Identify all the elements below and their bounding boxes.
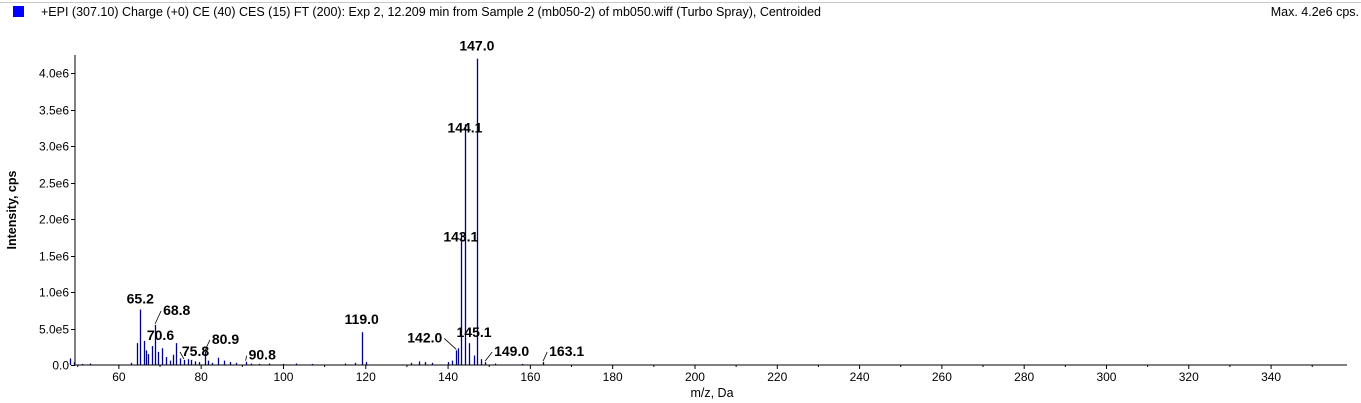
peak-label-leader bbox=[542, 351, 548, 362]
top-border bbox=[0, 2, 1361, 3]
x-tick-label: 160 bbox=[520, 370, 540, 384]
spectrum-title: +EPI (307.10) Charge (+0) CE (40) CES (1… bbox=[41, 5, 821, 19]
x-tick-label: 280 bbox=[1014, 370, 1034, 384]
x-tick-label: 200 bbox=[685, 370, 705, 384]
x-tick-label: 140 bbox=[438, 370, 458, 384]
peak-label: 65.2 bbox=[127, 291, 154, 307]
peak-label: 68.8 bbox=[163, 302, 190, 318]
x-tick-label: 260 bbox=[932, 370, 952, 384]
x-tick-label: 300 bbox=[1096, 370, 1116, 384]
x-tick-label: 120 bbox=[356, 370, 376, 384]
peak-label-leader bbox=[204, 339, 211, 352]
peak-label: 142.0 bbox=[407, 329, 442, 345]
x-tick-label: 60 bbox=[112, 370, 126, 384]
x-axis-ticks: 60 80 100 120 140 160 180 200 220 240 260 280 300 320… bbox=[77, 365, 1313, 384]
peak-label: 145.1 bbox=[457, 324, 492, 340]
peak-label: 147.0 bbox=[459, 38, 494, 54]
y-tick-label: 5.0e5 bbox=[39, 323, 69, 337]
peak-label: 119.0 bbox=[345, 311, 379, 327]
x-tick-label: 340 bbox=[1261, 370, 1281, 384]
series-legend-swatch[interactable] bbox=[13, 6, 24, 17]
peak-label: 75.8 bbox=[182, 343, 209, 359]
x-tick-label: 80 bbox=[195, 370, 209, 384]
peak-label-leader bbox=[245, 355, 248, 361]
peak-label: 143.1 bbox=[443, 229, 478, 245]
y-tick-label: 1.5e6 bbox=[39, 250, 69, 264]
x-tick-label: 100 bbox=[273, 370, 293, 384]
peak-label: 90.8 bbox=[249, 347, 276, 363]
x-tick-label: 220 bbox=[767, 370, 787, 384]
y-tick-label: 1.0e6 bbox=[39, 286, 69, 300]
peak-label: 80.9 bbox=[212, 331, 239, 347]
y-axis-title: Intensity, cps bbox=[5, 170, 19, 249]
peak-label-leader bbox=[154, 310, 162, 325]
y-axis-ticks: 0.0 5.0e5 1.0e6 1.5e6 2.0e6 2.5e6 3.0e6 3.5e6 4.… bbox=[39, 67, 75, 373]
x-axis-title: m/z, Da bbox=[690, 386, 733, 400]
max-intensity-label: Max. 4.2e6 cps. bbox=[1270, 5, 1359, 19]
y-tick-label: 3.5e6 bbox=[39, 104, 69, 118]
x-tick-label: 180 bbox=[603, 370, 623, 384]
spectrum-bars bbox=[69, 58, 545, 365]
y-tick-label: 4.0e6 bbox=[39, 67, 69, 81]
y-tick-label: 0.0 bbox=[52, 359, 69, 373]
peak-label: 70.6 bbox=[147, 327, 174, 343]
x-tick-label: 320 bbox=[1179, 370, 1199, 384]
peak-label-leader bbox=[484, 351, 493, 362]
x-tick-label: 240 bbox=[850, 370, 870, 384]
peak-label: 144.1 bbox=[447, 119, 482, 135]
peak-label-leader bbox=[444, 338, 457, 350]
spectrum-header: +EPI (307.10) Charge (+0) CE (40) CES (1… bbox=[0, 3, 1361, 21]
peak-label: 163.1 bbox=[549, 343, 584, 359]
y-tick-label: 2.0e6 bbox=[39, 213, 69, 227]
peak-label-leader bbox=[179, 351, 185, 360]
peak-label: 149.0 bbox=[494, 343, 529, 359]
y-tick-label: 2.5e6 bbox=[39, 177, 69, 191]
y-tick-label: 3.0e6 bbox=[39, 140, 69, 154]
peak-labels: 65.2 68.8 70.6 75.880.9 90.8 119.0 142.0 143.1 1… bbox=[127, 38, 585, 363]
